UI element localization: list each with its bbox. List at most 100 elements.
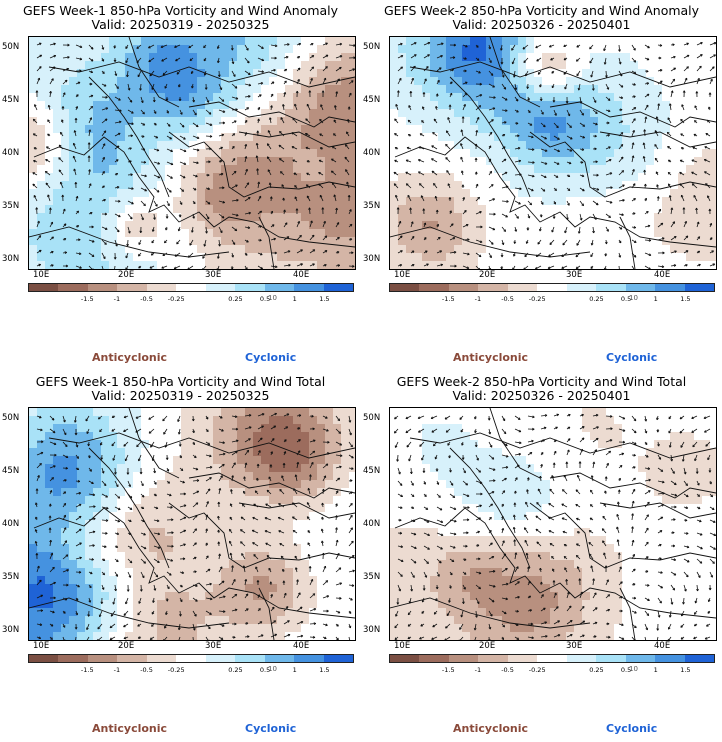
longitude-label: 10E: [394, 270, 411, 280]
colorbar-tick-label: -1: [113, 666, 121, 674]
latitude-label: 50N: [363, 42, 381, 52]
colorbar-tick-label: 0.25: [589, 295, 604, 303]
longitude-label: 10E: [394, 641, 411, 651]
colorbar-swatch: [684, 655, 714, 662]
colorbar-tick-label: -1: [474, 666, 482, 674]
map-canvas: [29, 408, 355, 640]
latitude-label: 40N: [2, 519, 20, 529]
colorbar-unit: 10: [629, 294, 638, 302]
longitude-label: 40E: [293, 641, 310, 651]
longitude-label: 20E: [118, 270, 135, 280]
longitude-label: 30E: [566, 641, 583, 651]
colorbar-swatch: [205, 284, 236, 291]
colorbar-swatch: [58, 655, 88, 662]
colorbar-tick-label: 1.5: [319, 295, 330, 303]
cyclonic-label: Cyclonic: [245, 351, 297, 364]
map-canvas: [390, 408, 716, 640]
colorbar-swatch: [655, 655, 685, 662]
colorbar-tick-label: -0.25: [167, 295, 185, 303]
colorbar-swatch: [87, 284, 118, 291]
colorbar-swatch: [390, 655, 420, 662]
longitude-label: 40E: [654, 270, 671, 280]
colorbar-swatch: [655, 284, 685, 291]
panel-title: GEFS Week-1 850-hPa Vorticity and Wind T…: [35, 374, 326, 389]
map-panel: GEFS Week-2 850-hPa Vorticity and Wind T…: [361, 371, 722, 742]
colorbar-swatch: [264, 655, 295, 662]
longitude-label: 20E: [118, 641, 135, 651]
colorbar: [389, 654, 715, 663]
colorbar-tick-label: -1.5: [80, 295, 94, 303]
colorbar-swatch: [566, 655, 597, 662]
colorbar: [389, 283, 715, 292]
colorbar-tick-label: -1: [113, 295, 121, 303]
longitude-label: 20E: [479, 641, 496, 651]
colorbar-swatch: [87, 655, 118, 662]
latitude-label: 40N: [363, 519, 381, 529]
colorbar-tick-label: 0.5: [620, 666, 632, 674]
anticyclonic-label: Anticyclonic: [453, 351, 529, 364]
colorbar-swatch: [684, 284, 714, 291]
latitude-label: 35N: [363, 201, 381, 211]
colorbar-tick-label: -0.5: [501, 666, 514, 674]
colorbar-swatch: [507, 284, 538, 291]
vorticity-shading: [390, 37, 716, 269]
map-canvas: [390, 37, 716, 269]
colorbar-swatch: [625, 284, 656, 291]
colorbar-swatch: [625, 655, 656, 662]
colorbar-swatch: [596, 284, 626, 291]
latitude-label: 45N: [363, 466, 381, 476]
colorbar-swatch: [205, 655, 236, 662]
colorbar-tick-label: -1.5: [441, 295, 455, 303]
colorbar-tick-label: -0.25: [167, 666, 185, 674]
longitude-label: 40E: [293, 270, 310, 280]
longitude-label: 30E: [205, 270, 222, 280]
colorbar-tick-label: -0.5: [140, 295, 153, 303]
anticyclonic-label: Anticyclonic: [92, 351, 168, 364]
colorbar-swatch: [566, 284, 597, 291]
colorbar-swatch: [29, 284, 59, 291]
colorbar-tick-label: 1.5: [680, 295, 691, 303]
longitude-label: 20E: [479, 270, 496, 280]
longitude-label: 10E: [33, 641, 50, 651]
map-panel: GEFS Week-1 850-hPa Vorticity and Wind T…: [0, 371, 361, 742]
colorbar-tick-label: -1.5: [441, 666, 455, 674]
colorbar-swatch: [537, 284, 567, 291]
colorbar-tick-label: 0.25: [589, 666, 604, 674]
colorbar-swatch: [419, 284, 449, 291]
map-panel: GEFS Week-1 850-hPa Vorticity and Wind A…: [0, 0, 361, 371]
anticyclonic-label: Anticyclonic: [92, 722, 168, 735]
longitude-label: 30E: [566, 270, 583, 280]
colorbar-tick-label: 1.5: [319, 666, 330, 674]
colorbar-swatch: [448, 284, 479, 291]
colorbar-swatch: [117, 655, 147, 662]
colorbar-tick-label: 1: [292, 295, 297, 303]
map-canvas: [29, 37, 355, 269]
latitude-label: 30N: [363, 625, 381, 635]
vorticity-map: [28, 36, 356, 270]
colorbar-swatch: [323, 655, 353, 662]
colorbar-swatch: [596, 655, 626, 662]
wind-vectors: [394, 413, 716, 640]
vorticity-map: [389, 407, 717, 641]
colorbar-swatch: [390, 284, 420, 291]
colorbar-swatch: [146, 655, 177, 662]
colorbar-swatch: [478, 655, 508, 662]
colorbar-tick-label: -0.25: [528, 666, 546, 674]
colorbar-tick-label: 0.5: [259, 666, 271, 674]
vorticity-shading: [29, 37, 355, 269]
colorbar-swatch: [29, 655, 59, 662]
colorbar-unit: 10: [629, 665, 638, 673]
colorbar-tick-label: -0.5: [501, 295, 514, 303]
colorbar: [28, 283, 354, 292]
colorbar-swatch: [507, 655, 538, 662]
colorbar-swatch: [537, 655, 567, 662]
latitude-label: 45N: [363, 95, 381, 105]
colorbar-swatch: [235, 284, 265, 291]
latitude-label: 50N: [2, 413, 20, 423]
latitude-label: 30N: [2, 625, 20, 635]
colorbar-tick-label: 1.5: [680, 666, 691, 674]
latitude-label: 50N: [2, 42, 20, 52]
latitude-label: 40N: [2, 148, 20, 158]
coastlines: [29, 37, 355, 269]
colorbar-tick-label: 0.5: [259, 295, 271, 303]
